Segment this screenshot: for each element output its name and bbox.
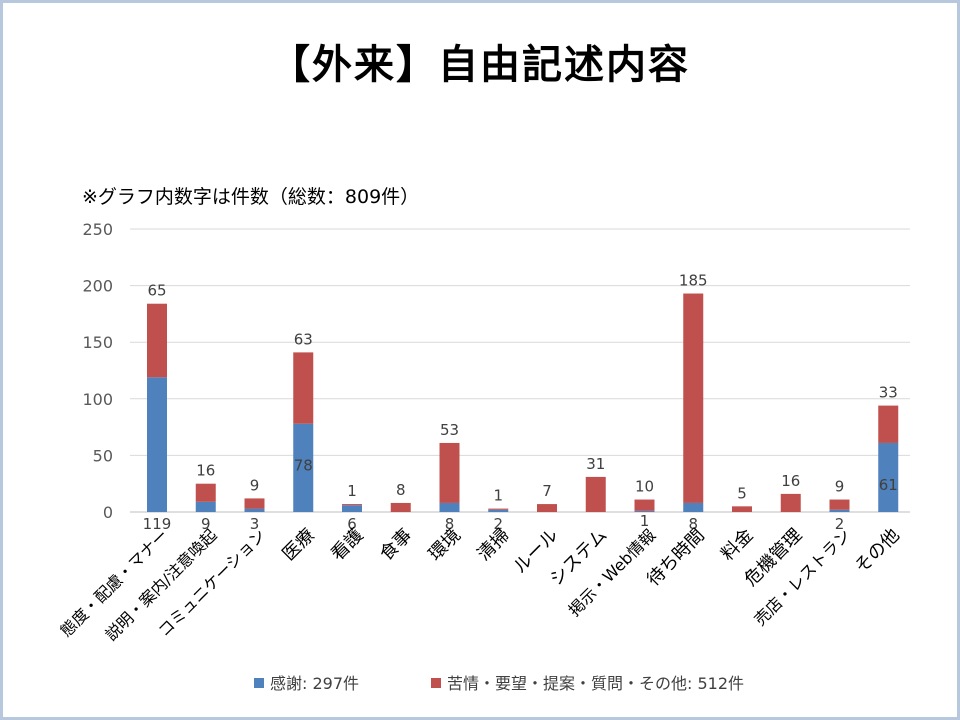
data-label-series1: 2 <box>493 515 503 533</box>
data-label-series2: 65 <box>147 282 166 300</box>
data-label-series1: 61 <box>879 476 898 494</box>
data-label-series2: 8 <box>396 481 406 499</box>
y-tick-label: 0 <box>103 503 113 522</box>
legend-label-series1: 感謝: 297件 <box>270 674 359 693</box>
bar-series1 <box>488 509 509 512</box>
data-label-series2: 16 <box>781 472 800 490</box>
data-label-series1: 78 <box>294 457 313 475</box>
bar-series2 <box>342 504 362 506</box>
data-label-series2: 63 <box>294 330 313 348</box>
x-tick-label: 環境 <box>425 525 465 565</box>
data-label-series2: 1 <box>347 482 357 500</box>
data-label-series2: 31 <box>586 455 605 473</box>
bar-series2 <box>439 442 460 503</box>
bar-series2 <box>147 303 167 378</box>
bar-series1 <box>439 502 460 512</box>
data-label-series1: 1 <box>640 512 650 530</box>
bar-series1 <box>195 501 216 512</box>
data-label-series1: 119 <box>143 515 172 533</box>
bar-series1 <box>683 502 704 512</box>
bar-series2 <box>293 352 314 424</box>
data-label-series1: 6 <box>347 515 357 533</box>
bar-series2 <box>878 405 899 443</box>
y-tick-label: 200 <box>82 277 113 296</box>
x-tick-label: 清掃 <box>473 525 513 565</box>
bar-series2 <box>634 499 655 511</box>
x-tick-label: 食事 <box>376 525 416 565</box>
bar-series1 <box>293 423 314 512</box>
y-tick-label: 100 <box>82 390 113 409</box>
data-label-series2: 53 <box>440 421 459 439</box>
bar-series2 <box>585 476 606 512</box>
data-label-series2: 33 <box>879 384 898 402</box>
bar-series2 <box>488 508 509 510</box>
data-label-series2: 16 <box>196 462 215 480</box>
x-tick-label: 料金 <box>717 525 757 565</box>
bar-series1 <box>634 510 655 512</box>
legend-swatch-series1 <box>254 678 264 688</box>
bar-series2 <box>683 293 704 503</box>
slide-title: 【外来】自由記述内容 <box>270 42 690 88</box>
data-label-series1: 3 <box>250 515 260 533</box>
bar-series2 <box>732 506 752 512</box>
data-label-series2: 1 <box>493 487 503 505</box>
data-label-series1: 8 <box>445 515 455 533</box>
bar-series1 <box>147 377 167 512</box>
data-label-series2: 9 <box>250 476 260 494</box>
data-label-series2: 5 <box>737 484 747 502</box>
y-tick-label: 150 <box>82 333 113 352</box>
x-tick-label: その他 <box>851 525 904 578</box>
y-tick-label: 250 <box>82 220 113 239</box>
data-label-series2: 185 <box>679 272 708 290</box>
bar-series1 <box>342 505 362 512</box>
data-label-series2: 10 <box>635 478 654 496</box>
legend-label-series2: 苦情・要望・提案・質問・その他: 512件 <box>447 674 744 693</box>
bar-series2 <box>780 493 801 512</box>
data-label-series1: 8 <box>688 515 698 533</box>
data-label-series2: 9 <box>835 478 845 496</box>
x-tick-label: 看護 <box>327 525 367 565</box>
legend-swatch-series2 <box>431 678 441 688</box>
bar-series2 <box>390 502 411 512</box>
bar-series2 <box>537 504 557 512</box>
bar-series2 <box>195 483 216 502</box>
bar-series2 <box>829 499 850 510</box>
chart-note: ※グラフ内数字は件数（総数：809件） <box>82 186 420 208</box>
data-label-series2: 7 <box>542 482 552 500</box>
y-tick-label: 50 <box>93 446 113 465</box>
bar-series1 <box>878 442 899 512</box>
bar-series1 <box>829 509 850 512</box>
data-label-series1: 2 <box>835 515 845 533</box>
x-tick-label: 医療 <box>278 525 318 565</box>
bar-series2 <box>244 498 265 509</box>
data-label-series1: 9 <box>201 515 211 533</box>
bar-series1 <box>244 508 265 512</box>
